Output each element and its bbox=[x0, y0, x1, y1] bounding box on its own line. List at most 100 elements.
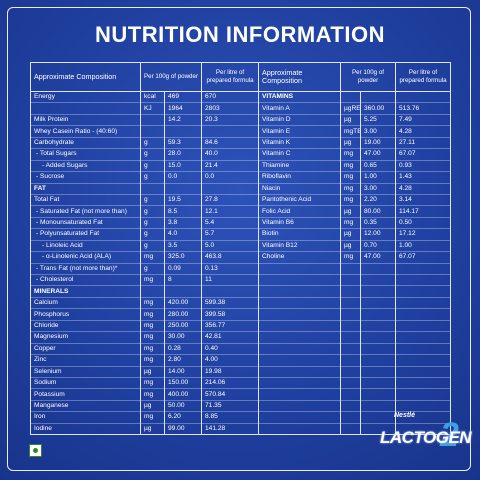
row: Energy kcal 469 670 bbox=[30, 91, 260, 104]
empty-cell bbox=[258, 263, 341, 276]
brand-stage: 2 bbox=[440, 416, 459, 454]
cell-unit: mg bbox=[140, 343, 165, 356]
empty-cell bbox=[340, 91, 361, 104]
row: Niacin mg 3.00 4.28 bbox=[258, 183, 452, 195]
empty-cell bbox=[395, 366, 452, 378]
cell-per-litre: 570.84 bbox=[201, 388, 260, 401]
cell-name: Iron bbox=[30, 411, 141, 424]
cell-per-100g: 400.00 bbox=[163, 388, 203, 401]
cell-unit: g bbox=[140, 148, 165, 161]
cell-name: Phosphorus bbox=[30, 308, 141, 321]
row: Vitamin B12 µg 0.70 1.00 bbox=[258, 240, 452, 253]
empty-cell bbox=[395, 320, 452, 333]
empty-cell bbox=[359, 400, 397, 413]
empty-cell bbox=[395, 285, 452, 298]
cell-per-100g: 280.00 bbox=[163, 308, 203, 321]
empty-cell bbox=[258, 411, 341, 424]
cell-name: Calcium bbox=[30, 297, 141, 310]
cell-per-litre: 20.3 bbox=[201, 114, 260, 127]
row: Milk Protein 14.2 20.3 bbox=[30, 114, 260, 127]
row: - Saturated Fat (not more than) g 8.5 12.1 bbox=[30, 205, 260, 218]
row: - Added Sugars g 15.0 21.4 bbox=[30, 160, 260, 173]
row: Pantothenic Acid mg 2.20 3.14 bbox=[258, 194, 452, 207]
cell-unit: mg bbox=[340, 171, 361, 184]
empty-cell bbox=[340, 354, 361, 367]
empty-cell bbox=[201, 183, 260, 195]
cell-per-litre: 599.38 bbox=[201, 297, 260, 310]
cell-per-litre: 4.28 bbox=[395, 183, 452, 195]
cell-per-100g: 19.00 bbox=[359, 137, 397, 150]
row: - Linoleic Acid g 3.5 5.0 bbox=[30, 240, 260, 253]
cell-per-litre: 0.93 bbox=[395, 160, 452, 173]
empty-cell bbox=[258, 320, 341, 333]
brand: 2 Nestlé LACTOGEN bbox=[376, 410, 472, 466]
row: Magnesium mg 30.00 42.81 bbox=[30, 331, 260, 344]
empty-cell bbox=[340, 331, 361, 344]
empty-cell bbox=[340, 343, 361, 356]
row: Total Fat g 19.5 27.8 bbox=[30, 194, 260, 207]
empty-row bbox=[258, 308, 452, 321]
cell-per-litre: 3.14 bbox=[395, 194, 452, 207]
cell-per-litre: 40.0 bbox=[201, 148, 260, 161]
cell-name: - Added Sugars bbox=[30, 160, 141, 173]
empty-cell bbox=[163, 183, 203, 195]
cell-per-100g: 0.28 bbox=[163, 343, 203, 356]
cell-per-litre: 114.17 bbox=[395, 205, 452, 218]
cell-per-litre: 5.7 bbox=[201, 228, 260, 241]
cell-unit: g bbox=[140, 205, 165, 218]
cell-per-litre: 67.07 bbox=[395, 148, 452, 161]
row: MINERALS bbox=[30, 285, 260, 298]
cell-per-100g: 150.00 bbox=[163, 377, 203, 390]
cell-per-litre: 17.12 bbox=[395, 228, 452, 241]
cell-per-100g: 3.5 bbox=[163, 240, 203, 253]
cell-per-100g: 0.09 bbox=[163, 263, 203, 276]
empty-cell bbox=[359, 320, 397, 333]
cell-per-litre: 463.8 bbox=[201, 251, 260, 264]
cell-per-litre: 7.49 bbox=[395, 114, 452, 127]
row: - Total Sugars g 28.0 40.0 bbox=[30, 148, 260, 161]
brand-product: LACTOGEN bbox=[380, 428, 472, 447]
frame bbox=[7, 7, 471, 471]
cell-unit: mg bbox=[140, 331, 165, 344]
empty-cell bbox=[340, 285, 361, 298]
cell-per-litre: 1.00 bbox=[395, 240, 452, 253]
empty-cell bbox=[359, 285, 397, 298]
cell-unit: µgRE bbox=[340, 102, 361, 115]
cell-unit: mg bbox=[340, 160, 361, 173]
empty-row bbox=[258, 297, 452, 310]
cell-unit: mg bbox=[140, 388, 165, 401]
empty-cell bbox=[340, 411, 361, 424]
empty-row bbox=[258, 354, 452, 367]
cell-name: Potassium bbox=[30, 388, 141, 401]
cell-per-litre: 4.28 bbox=[395, 125, 452, 138]
empty-row bbox=[258, 285, 452, 298]
empty-cell bbox=[201, 125, 260, 138]
header-per-litre: Per litre of prepared formula bbox=[395, 62, 452, 92]
cell-name: - Cholesterol bbox=[30, 274, 141, 287]
empty-cell bbox=[395, 343, 452, 356]
row: Copper mg 0.28 0.40 bbox=[30, 343, 260, 356]
cell-per-100g: 2.20 bbox=[359, 194, 397, 207]
empty-cell bbox=[359, 423, 397, 436]
row: KJ 1964 2803 bbox=[30, 102, 260, 115]
header-row: Approximate Composition Per 100g of powde… bbox=[30, 62, 260, 92]
empty-cell bbox=[359, 91, 397, 104]
cell-unit: mg bbox=[340, 194, 361, 207]
empty-row bbox=[258, 343, 452, 356]
cell-unit: g bbox=[140, 217, 165, 230]
empty-row bbox=[258, 423, 452, 436]
empty-cell bbox=[359, 308, 397, 321]
cell-unit: g bbox=[140, 160, 165, 173]
empty-cell bbox=[395, 400, 452, 413]
cell-unit: mg bbox=[340, 148, 361, 161]
right-table: Approximate Composition Per 100g of powde… bbox=[258, 62, 452, 436]
cell-unit: µg bbox=[340, 137, 361, 150]
empty-row bbox=[258, 331, 452, 344]
cell-per-litre: 0.50 bbox=[395, 217, 452, 230]
cell-unit: kcal bbox=[140, 91, 165, 104]
row: Phosphorus mg 280.00 399.58 bbox=[30, 308, 260, 321]
row: VITAMINS bbox=[258, 91, 452, 104]
empty-cell bbox=[359, 354, 397, 367]
cell-per-100g: 0.70 bbox=[359, 240, 397, 253]
row: Folic Acid µg 80.00 114.17 bbox=[258, 205, 452, 218]
